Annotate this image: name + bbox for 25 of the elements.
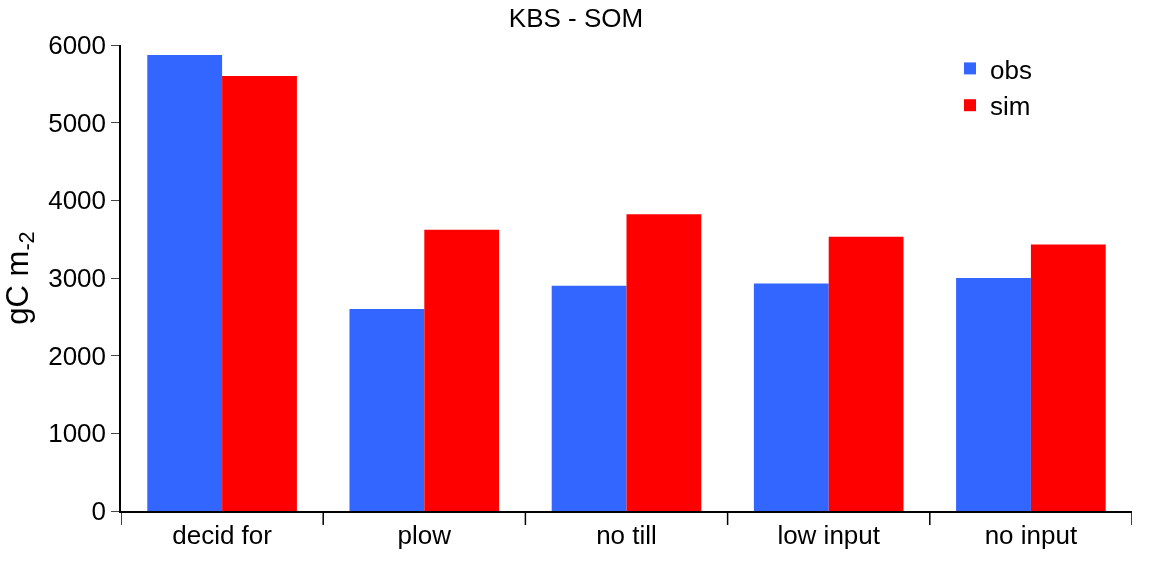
bar: [147, 55, 223, 511]
legend-label: sim: [990, 91, 1031, 122]
y-tick-label: 0: [91, 496, 107, 527]
chart-title: KBS - SOM: [508, 2, 644, 33]
x-tick-label: no input: [984, 519, 1078, 550]
bar: [828, 236, 904, 511]
x-tick-label: no till: [596, 519, 657, 550]
bar: [626, 214, 702, 511]
x-tick-label: plow: [397, 519, 452, 550]
y-tick-label: 6000: [48, 30, 107, 61]
bar: [424, 229, 500, 511]
bar: [753, 283, 829, 511]
y-tick-label: 1000: [48, 418, 107, 449]
bar: [222, 76, 297, 511]
y-tick-label: 5000: [48, 107, 107, 138]
y-tick-label: 4000: [48, 185, 107, 216]
bar: [349, 309, 425, 511]
bar: [1030, 244, 1106, 511]
x-tick-label: decid for: [172, 519, 273, 550]
y-tick-label: 3000: [48, 263, 107, 294]
bar: [551, 285, 627, 511]
bar: [956, 278, 1031, 511]
x-tick-label: low input: [777, 519, 881, 550]
legend-label: obs: [990, 54, 1032, 85]
y-tick-label: 2000: [48, 340, 107, 371]
